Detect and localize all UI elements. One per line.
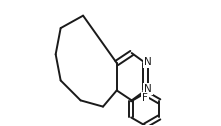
Text: F: F — [142, 93, 148, 103]
Text: N: N — [144, 84, 152, 94]
Text: N: N — [144, 57, 152, 67]
